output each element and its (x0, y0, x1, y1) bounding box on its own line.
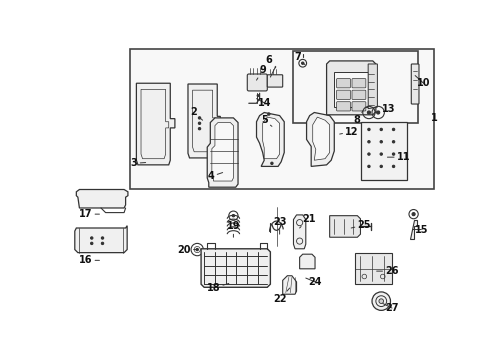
FancyBboxPatch shape (268, 75, 283, 87)
FancyBboxPatch shape (411, 64, 419, 104)
Text: 12: 12 (340, 127, 359, 137)
Text: 18: 18 (207, 283, 229, 293)
Text: 19: 19 (227, 221, 240, 237)
Polygon shape (130, 49, 435, 189)
FancyBboxPatch shape (337, 102, 350, 111)
Circle shape (271, 162, 273, 165)
Text: 15: 15 (413, 225, 428, 235)
FancyBboxPatch shape (352, 102, 366, 111)
Polygon shape (293, 51, 418, 122)
Circle shape (380, 141, 382, 143)
Polygon shape (300, 254, 315, 269)
Text: 24: 24 (306, 277, 322, 287)
Text: 3: 3 (131, 158, 146, 168)
Circle shape (301, 62, 304, 64)
Polygon shape (136, 83, 175, 165)
Text: 26: 26 (377, 266, 399, 276)
Text: 22: 22 (273, 288, 290, 304)
Text: 23: 23 (273, 217, 286, 234)
FancyBboxPatch shape (352, 90, 366, 99)
Polygon shape (75, 226, 127, 253)
Polygon shape (361, 122, 408, 180)
Polygon shape (188, 84, 220, 158)
Circle shape (380, 165, 382, 167)
FancyBboxPatch shape (337, 78, 350, 88)
Polygon shape (355, 253, 392, 284)
Text: 13: 13 (375, 104, 396, 114)
Text: 5: 5 (261, 115, 272, 126)
Circle shape (392, 141, 395, 143)
Text: 1: 1 (431, 113, 438, 123)
Text: 14: 14 (257, 98, 272, 108)
FancyBboxPatch shape (352, 78, 366, 88)
Polygon shape (410, 220, 417, 239)
Circle shape (91, 237, 93, 239)
Circle shape (101, 242, 104, 244)
Polygon shape (313, 117, 330, 160)
Circle shape (380, 128, 382, 131)
Polygon shape (263, 117, 280, 159)
Circle shape (198, 122, 201, 125)
Circle shape (196, 248, 198, 251)
Circle shape (198, 117, 201, 119)
Polygon shape (330, 216, 361, 237)
Circle shape (392, 128, 395, 131)
Text: 6: 6 (266, 55, 276, 68)
Circle shape (91, 242, 93, 244)
Circle shape (379, 299, 384, 303)
Text: 4: 4 (208, 171, 222, 181)
Polygon shape (327, 61, 376, 115)
Circle shape (368, 153, 370, 155)
Text: 9: 9 (257, 65, 266, 80)
Text: 11: 11 (388, 152, 410, 162)
FancyBboxPatch shape (247, 74, 268, 91)
Text: 7: 7 (294, 52, 305, 65)
Text: 27: 27 (383, 303, 399, 313)
Polygon shape (283, 276, 296, 294)
Circle shape (392, 165, 395, 167)
Polygon shape (212, 122, 233, 181)
Text: 16: 16 (79, 255, 99, 265)
Polygon shape (334, 72, 368, 107)
Polygon shape (368, 64, 377, 109)
Polygon shape (257, 112, 284, 166)
Circle shape (368, 165, 370, 167)
Circle shape (198, 127, 201, 130)
Text: 21: 21 (300, 214, 316, 228)
Text: 2: 2 (190, 108, 203, 120)
Circle shape (368, 141, 370, 143)
Circle shape (368, 111, 370, 114)
Circle shape (392, 153, 395, 155)
Polygon shape (307, 112, 334, 166)
Circle shape (232, 215, 235, 217)
Text: 25: 25 (351, 220, 371, 230)
Polygon shape (201, 249, 270, 287)
Circle shape (257, 95, 259, 96)
Polygon shape (294, 215, 306, 249)
Text: 20: 20 (177, 244, 198, 255)
Circle shape (101, 237, 104, 239)
Text: 17: 17 (79, 209, 99, 219)
Circle shape (368, 128, 370, 131)
Text: 8: 8 (353, 111, 363, 125)
Circle shape (377, 111, 380, 114)
Polygon shape (76, 189, 128, 208)
Circle shape (372, 292, 391, 310)
Circle shape (268, 113, 270, 115)
Polygon shape (207, 118, 238, 187)
Text: 10: 10 (415, 76, 430, 88)
Circle shape (380, 153, 382, 155)
Circle shape (412, 213, 415, 216)
FancyBboxPatch shape (337, 90, 350, 99)
